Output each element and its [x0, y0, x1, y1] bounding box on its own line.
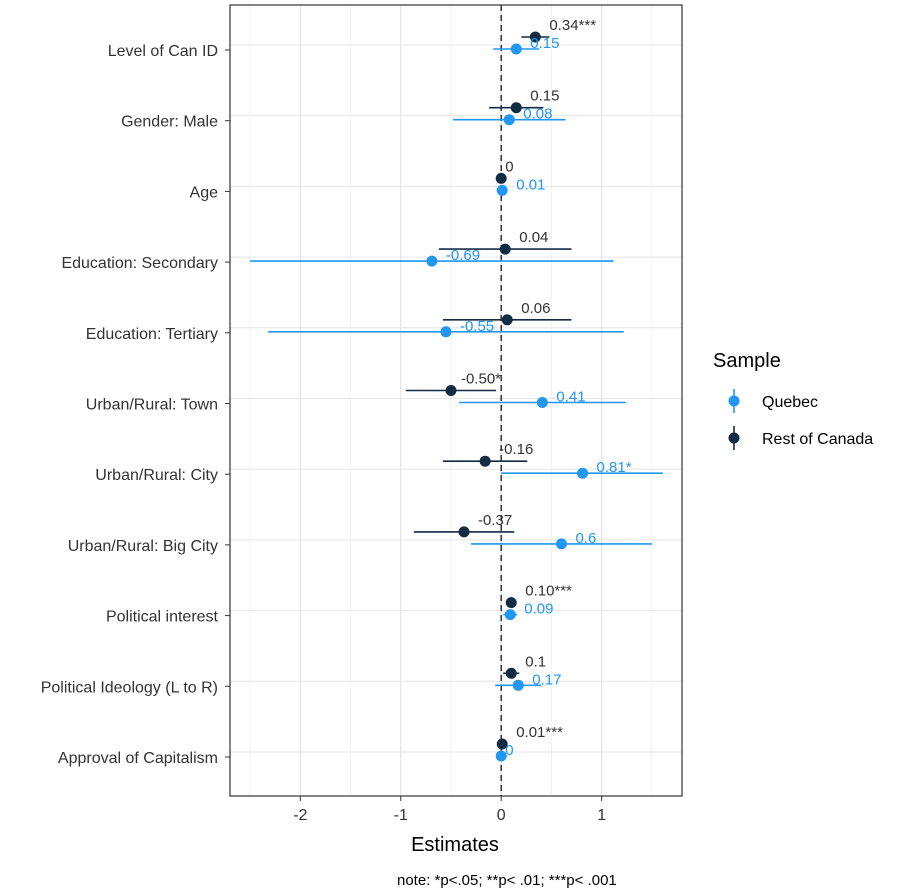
y-axis-label: Education: Secondary	[61, 255, 218, 272]
estimate-point	[505, 667, 517, 679]
data-label: 0.6	[575, 530, 596, 547]
estimate-point	[510, 102, 522, 114]
y-axis-label: Political interest	[106, 609, 219, 626]
estimate-point	[503, 114, 515, 126]
data-label: 0.34***	[549, 17, 596, 34]
estimate-point	[555, 538, 567, 550]
estimate-point	[479, 455, 491, 467]
legend: Sample Quebec Rest of Canada	[713, 350, 873, 450]
data-label: 0.01***	[516, 724, 563, 741]
estimate-point	[536, 397, 548, 408]
series-layer: 0.34***0.1500.040.06-0.50*-0.16-0.370.10…	[250, 17, 663, 762]
y-axis-label: Urban/Rural: Town	[86, 397, 218, 414]
data-label: 0.10***	[525, 583, 572, 600]
data-label: -0.50*	[461, 371, 501, 388]
data-label: 0.15	[530, 35, 559, 52]
data-label: -0.55	[460, 318, 494, 335]
legend-key-point	[728, 395, 740, 407]
data-label: 0.1	[525, 653, 546, 670]
y-axis-label: Level of Can ID	[108, 43, 218, 60]
y-axis-label: Urban/Rural: Big City	[68, 538, 218, 555]
legend-label: Rest of Canada	[762, 431, 873, 448]
estimate-point	[501, 314, 513, 326]
x-tick-label: 0	[497, 807, 506, 824]
data-label: -0.37	[478, 512, 512, 529]
estimate-point	[445, 385, 457, 396]
data-label: 0	[505, 742, 513, 759]
estimate-point	[512, 679, 524, 691]
estimate-point	[505, 597, 517, 609]
estimate-point	[458, 526, 470, 538]
data-label: 0.08	[523, 106, 552, 123]
y-axis-label: Gender: Male	[121, 114, 218, 131]
data-label: 0.17	[532, 671, 561, 688]
data-label: 0.01	[516, 176, 545, 193]
y-axis-labels: Level of Can ID Gender: Male Age Education:…	[41, 43, 230, 767]
estimate-point	[510, 43, 522, 55]
y-axis-label: Age	[190, 184, 219, 201]
y-axis-label: Urban/Rural: City	[95, 467, 218, 484]
estimate-point	[495, 172, 507, 184]
legend-title: Sample	[713, 350, 781, 372]
significance-note: note: *p<.05; **p< .01; ***p< .001	[397, 872, 617, 889]
data-label: 0.04	[519, 229, 548, 246]
data-label: -0.16	[499, 441, 533, 458]
legend-key-point	[728, 432, 740, 444]
legend-label: Quebec	[762, 394, 818, 411]
estimate-point	[426, 255, 438, 267]
estimate-point	[496, 184, 508, 196]
data-label: -0.69	[446, 247, 480, 264]
x-tick-label: 1	[597, 807, 606, 824]
data-label: 0.09	[524, 601, 553, 618]
estimate-point	[499, 243, 511, 255]
data-label: 0.15	[530, 88, 559, 105]
legend-items: Quebec Rest of Canada	[728, 389, 873, 450]
estimate-point	[495, 750, 507, 762]
estimate-point	[496, 738, 508, 750]
x-tick-label: -2	[293, 807, 307, 824]
data-label: 0	[505, 158, 513, 175]
data-label: 0.06	[521, 300, 550, 317]
plot-panel-border	[229, 4, 683, 797]
y-axis-label: Political Ideology (L to R)	[41, 679, 218, 696]
estimate-point	[529, 31, 541, 43]
grid-lines	[230, 5, 682, 796]
x-tick-label: -1	[394, 807, 408, 824]
estimate-point	[440, 326, 452, 338]
data-label: 0.41	[556, 389, 585, 406]
x-axis-title: Estimates	[411, 834, 499, 856]
y-axis-label: Approval of Capitalism	[58, 750, 218, 767]
y-axis-label: Education: Tertiary	[86, 326, 218, 343]
data-label: 0.81*	[597, 459, 632, 476]
estimate-point	[504, 609, 516, 621]
x-axis-ticks: -2 -1 0 1	[293, 796, 606, 824]
estimate-point	[577, 467, 589, 479]
